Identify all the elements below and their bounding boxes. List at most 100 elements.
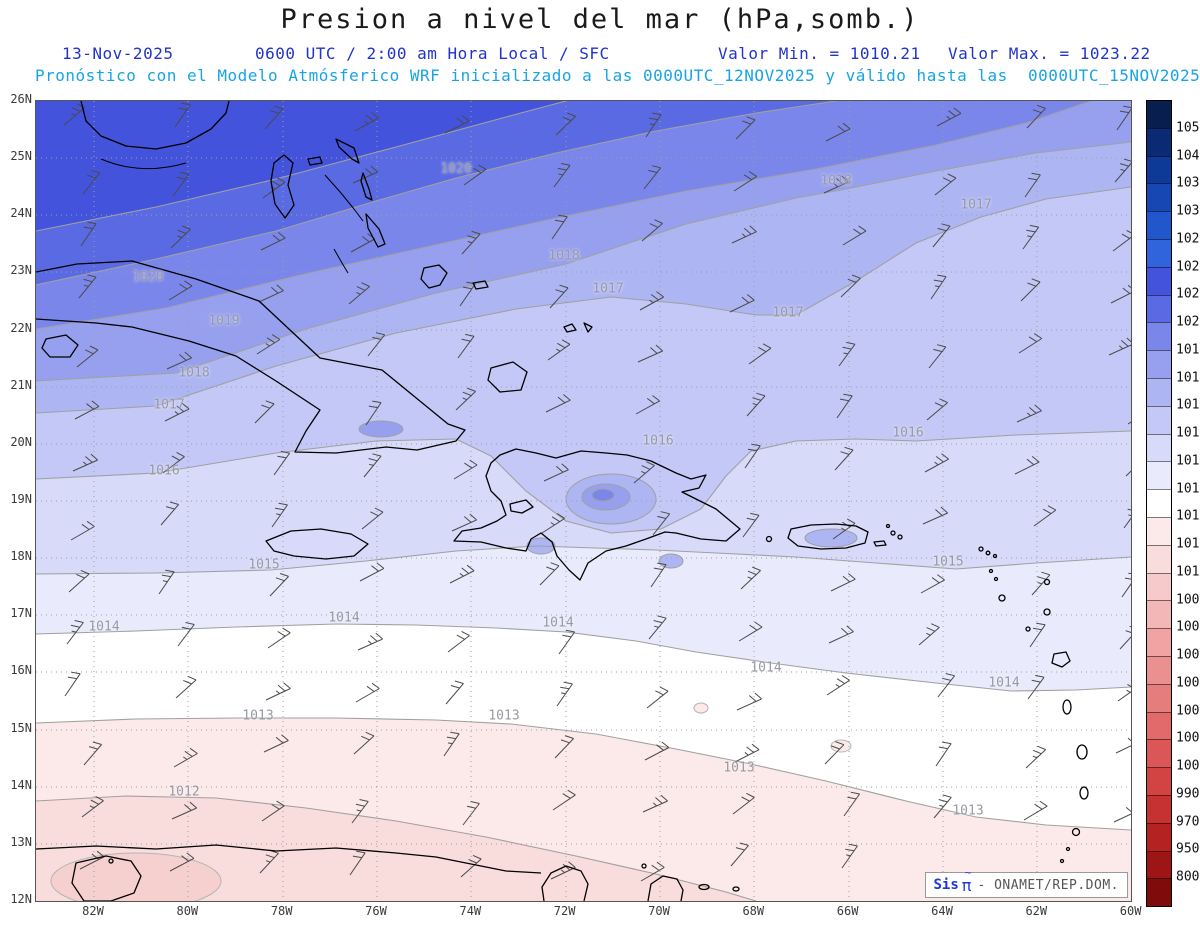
- coastline-isla-juventud: [41, 334, 79, 358]
- coastline-turks-caicos: [563, 322, 593, 333]
- pressure-band: [36, 101, 566, 231]
- pressure-cell: [358, 420, 404, 438]
- wind-barb: [541, 513, 565, 534]
- wind-barb: [740, 566, 761, 590]
- colorbar-segment: [1147, 377, 1171, 406]
- wind-barb: [639, 291, 664, 311]
- wind-barb: [269, 573, 289, 597]
- wind-barb: [641, 219, 663, 242]
- attribution-org: - ONAMET/REP.DOM.: [977, 877, 1119, 893]
- coastline-eleuthera: [335, 138, 360, 164]
- value-min: Valor Min. = 1010.21: [718, 44, 921, 63]
- wind-barb: [1024, 172, 1041, 198]
- colorbar-segment: [1147, 572, 1171, 601]
- wind-barb: [81, 795, 104, 818]
- coastline-paraguana: [647, 875, 684, 901]
- wind-barb: [746, 392, 766, 417]
- lat-label: 12N: [10, 892, 32, 906]
- wind-barb: [83, 741, 102, 766]
- pressure-cell: [830, 739, 852, 753]
- colorbar-label: 1025: [1176, 259, 1200, 275]
- lat-label: 26N: [10, 92, 32, 106]
- wind-barb: [447, 630, 470, 653]
- colorbar-segment: [1147, 544, 1171, 573]
- wind-barb: [254, 400, 275, 424]
- wind-barb: [72, 453, 99, 472]
- pressure-low-patch: [50, 852, 222, 901]
- colorbar-label: 950: [1176, 841, 1200, 857]
- coastline-south-america: [36, 844, 542, 874]
- coastline-andros: [270, 154, 295, 219]
- wind-barb: [553, 163, 571, 188]
- wind-barb: [646, 686, 669, 709]
- colorbar-label: 1028: [1176, 231, 1200, 247]
- colorbar-label: 1004: [1176, 647, 1200, 663]
- wind-barb: [164, 402, 190, 422]
- coastline-montserrat: [1025, 626, 1031, 632]
- lon-label: 60W: [1119, 904, 1142, 918]
- wind-barb: [933, 794, 952, 819]
- wind-barb: [169, 852, 195, 872]
- wind-barb: [1110, 284, 1131, 304]
- wind-barb: [547, 339, 571, 361]
- wind-barb: [551, 214, 568, 240]
- coastline-aruba: [641, 863, 647, 869]
- coastline-florida-keys: [100, 158, 187, 170]
- wind-barb: [265, 682, 291, 701]
- wind-barb: [1117, 683, 1131, 702]
- colorbar-label: 1035: [1176, 175, 1200, 191]
- coastline-saba: [988, 568, 994, 574]
- wind-barb: [732, 792, 755, 815]
- wind-barb: [461, 230, 481, 255]
- lon-label: 62W: [1025, 904, 1048, 918]
- wind-barb: [549, 284, 569, 309]
- lat-label: 21N: [10, 377, 32, 392]
- wind-barb: [353, 731, 375, 755]
- wind-barb: [736, 692, 762, 711]
- wind-barb: [922, 506, 949, 525]
- wind-barb: [830, 573, 856, 592]
- colorbar-segment: [1147, 628, 1171, 656]
- wind-barb: [1116, 105, 1131, 131]
- wind-barb: [1018, 333, 1043, 354]
- wind-barb: [259, 849, 279, 874]
- colorbar-segment: [1147, 683, 1171, 712]
- wind-barb: [932, 223, 951, 248]
- valid-date: 13-Nov-2025: [62, 44, 174, 63]
- colorbar-segment: [1147, 600, 1171, 629]
- pressure-cell: [658, 553, 684, 569]
- colorbar-segment: [1147, 739, 1171, 768]
- wind-barb: [264, 105, 284, 130]
- wind-barb: [177, 622, 195, 647]
- longitude-axis: 82W 80W 78W 76W 74W 72W 70W 68W 66W 64W 62W 60W: [35, 904, 1141, 920]
- wind-barb: [166, 351, 192, 370]
- colorbar-segment: [1147, 461, 1171, 490]
- wind-barb: [828, 625, 854, 644]
- wind-barb: [64, 671, 81, 697]
- wind-barb: [1121, 572, 1131, 598]
- lat-label: 23N: [10, 263, 32, 278]
- colorbar-segment: [1147, 211, 1171, 239]
- wind-barb: [160, 501, 179, 526]
- lon-label: 78W: [270, 904, 293, 918]
- wind-barb: [453, 459, 478, 480]
- attribution-box: Sis π ~ - ONAMET/REP.DOM.: [924, 866, 1128, 898]
- wind-barb: [645, 112, 662, 138]
- coastline-virgin-islands: [885, 523, 891, 529]
- coastline-barbuda: [1043, 578, 1051, 586]
- wind-barb: [748, 343, 772, 365]
- colorbar-segment: [1147, 294, 1171, 323]
- colorbar-label: 1017: [1176, 397, 1200, 413]
- wind-barb: [271, 502, 288, 528]
- wind-barb: [934, 173, 957, 196]
- contour-lines: [36, 101, 1131, 901]
- colorbar-label: 1003: [1176, 675, 1200, 691]
- wind-barb: [68, 569, 90, 593]
- contour-line: [36, 545, 1131, 575]
- coastline-florida: [80, 101, 230, 150]
- colorbar-label: 1018: [1176, 370, 1200, 386]
- wind-barb: [355, 682, 380, 703]
- wind-barb: [349, 850, 366, 876]
